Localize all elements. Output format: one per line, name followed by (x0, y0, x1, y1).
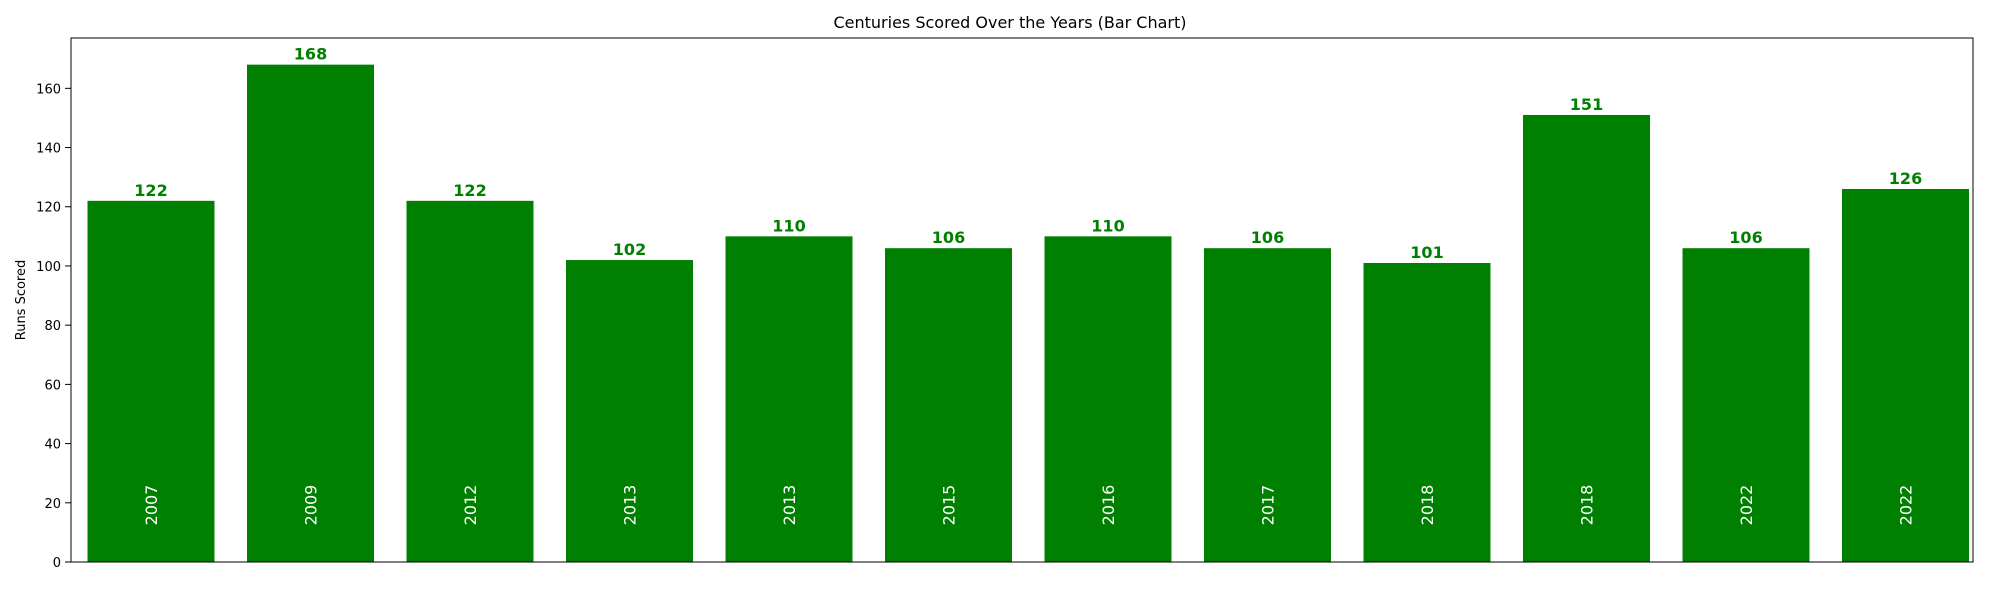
y-axis-label: Runs Scored (14, 260, 29, 341)
bar-2018 (1523, 114, 1650, 563)
bar-category-label: 2016 (1099, 485, 1118, 526)
bar-2009 (247, 64, 374, 562)
bar-category-label: 2018 (1578, 485, 1597, 526)
bar-value-label: 126 (1889, 169, 1922, 188)
y-tick-label: 120 (36, 201, 61, 216)
bar-value-label: 102 (613, 240, 646, 259)
bar-category-label: 2013 (780, 485, 799, 526)
bar-2013 (725, 236, 853, 562)
bar-category-label: 2015 (940, 485, 959, 526)
y-tick-label: 60 (44, 378, 61, 393)
bar-value-label: 110 (772, 216, 805, 235)
bar-2007 (87, 200, 215, 562)
bar-value-label: 151 (1570, 95, 1603, 114)
bar-value-label: 101 (1410, 243, 1443, 262)
y-tick-label: 40 (44, 438, 61, 453)
bar-category-label: 2018 (1418, 485, 1437, 526)
bar-value-label: 168 (294, 45, 327, 64)
bar-category-label: 2009 (302, 485, 321, 526)
bar-2022 (1682, 248, 1810, 563)
bar-category-label: 2022 (1897, 485, 1916, 526)
y-tick-label: 160 (36, 82, 61, 97)
bar-category-label: 2012 (461, 485, 480, 526)
bar-2022 (1842, 188, 1969, 563)
bar-2018 (1363, 262, 1491, 562)
chart-title: Centuries Scored Over the Years (Bar Cha… (833, 13, 1186, 32)
bar-value-label: 122 (453, 181, 486, 200)
bar-value-label: 110 (1091, 216, 1124, 235)
bar-2015 (885, 248, 1012, 563)
bar-value-label: 106 (1729, 228, 1762, 247)
bar-category-label: 2022 (1737, 485, 1756, 526)
bar-value-label: 122 (134, 181, 167, 200)
y-tick-label: 80 (44, 319, 61, 334)
bar-value-label: 106 (1251, 228, 1284, 247)
bar-2017 (1204, 248, 1331, 563)
plot-frame (70, 37, 1974, 563)
bar-2012 (406, 200, 534, 562)
y-axis-ticks: 0 20 40 60 80 100 120 140 160 (36, 82, 71, 571)
y-tick-label: 20 (44, 497, 61, 512)
bar-category-label: 2017 (1259, 485, 1278, 526)
bars-group: 122 2007 168 2009 122 2012 102 2013 110 2013 106 20… (87, 45, 1969, 563)
bar-category-label: 2007 (142, 485, 161, 526)
bar-value-label: 106 (932, 228, 965, 247)
bar-category-label: 2013 (621, 485, 640, 526)
y-tick-label: 0 (53, 556, 61, 571)
y-tick-label: 100 (36, 260, 61, 275)
y-tick-label: 140 (36, 142, 61, 157)
bar-2013 (566, 260, 693, 562)
bar-2016 (1044, 236, 1172, 562)
